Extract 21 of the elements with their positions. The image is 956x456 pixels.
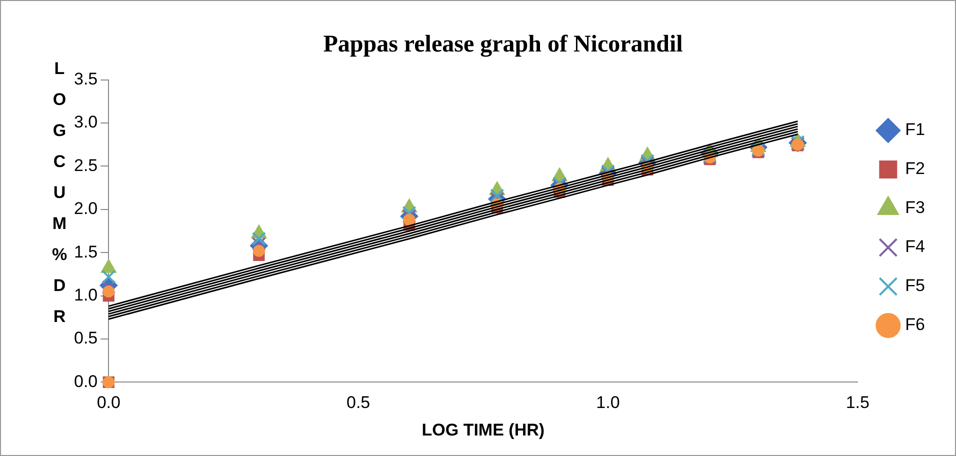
y-tick-label: 3.0 <box>74 112 98 132</box>
y-tick-label: 0.5 <box>74 328 98 348</box>
x-tick-label: 0.5 <box>346 393 370 412</box>
legend-label: F5 <box>905 276 926 296</box>
legend-label: F3 <box>905 198 926 218</box>
x-tick-label: 0.0 <box>96 393 120 412</box>
legend-label: F6 <box>905 315 926 334</box>
y-axis-title: LOGCUM%DR <box>49 59 69 338</box>
legend-label: F4 <box>905 237 926 256</box>
chart-title: Pappas release graph of Nicorandil <box>323 32 684 58</box>
y-tick-label: 1.5 <box>74 242 98 262</box>
y-tick-label: 0.0 <box>74 372 98 391</box>
y-tick-label: 1.0 <box>74 285 98 304</box>
x-tick-label: 1.0 <box>596 393 620 412</box>
y-tick-label: 2.0 <box>74 199 98 218</box>
y-tick-label: 3.5 <box>74 69 98 88</box>
x-tick-label: 1.5 <box>846 393 870 412</box>
legend-label: F2 <box>905 159 926 178</box>
x-axis-title: LOG TIME (HR) <box>422 420 545 440</box>
y-tick-label: 2.5 <box>74 156 98 175</box>
legend-label: F1 <box>905 120 926 140</box>
